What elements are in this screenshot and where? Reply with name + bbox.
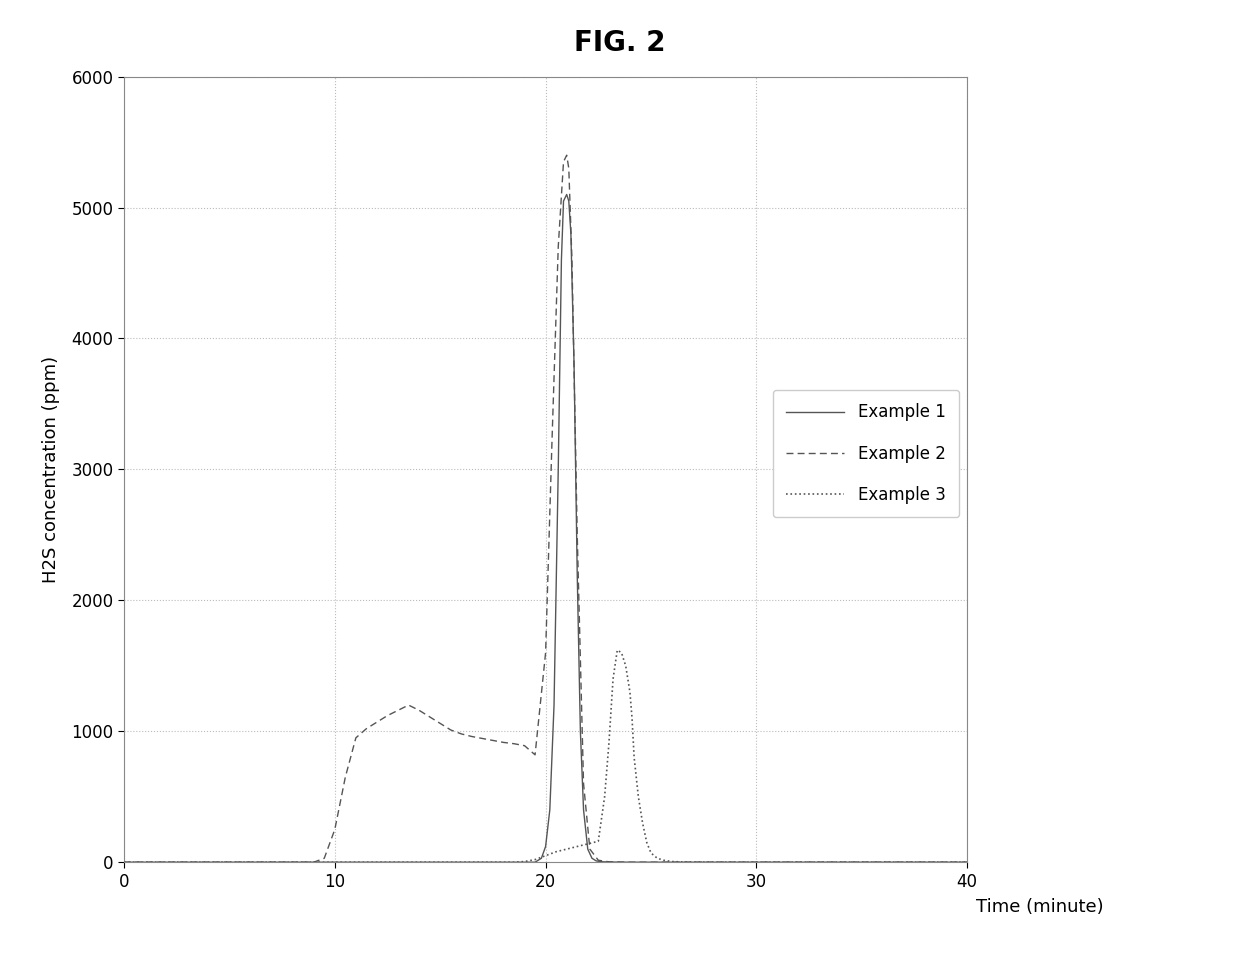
Example 3: [960, 856, 975, 868]
Example 2: [306, 856, 321, 868]
Example 1: [589, 855, 604, 867]
Text: Time (minute): Time (minute): [976, 898, 1104, 916]
Example 2: [360, 723, 374, 735]
Example 2: [370, 717, 384, 728]
Example 3: [640, 837, 655, 849]
Example 3: [707, 856, 722, 868]
Example 2: [517, 740, 532, 751]
Example 2: [486, 735, 501, 746]
Example 3: [591, 835, 606, 847]
Example 2: [562, 163, 577, 174]
Example 3: [619, 660, 634, 672]
Y-axis label: H2S concentration (ppm): H2S concentration (ppm): [42, 355, 61, 583]
Example 1: [580, 843, 595, 855]
Example 3: [559, 843, 574, 855]
Example 2: [337, 771, 353, 783]
Example 3: [610, 645, 625, 656]
Line: Example 1: Example 1: [124, 194, 967, 862]
Example 1: [567, 359, 582, 371]
Example 2: [402, 699, 417, 711]
Example 2: [960, 856, 975, 868]
Example 2: [544, 438, 559, 449]
Example 3: [598, 791, 613, 803]
Example 3: [570, 841, 585, 853]
Example 3: [644, 847, 658, 858]
Line: Example 3: Example 3: [124, 650, 967, 862]
Example 2: [564, 254, 579, 265]
Example 2: [622, 856, 637, 868]
Example 3: [117, 856, 131, 868]
Example 1: [584, 853, 599, 864]
Example 2: [117, 856, 131, 868]
Example 3: [656, 855, 671, 866]
Example 3: [517, 855, 532, 867]
Example 1: [622, 856, 637, 868]
Example 2: [475, 733, 490, 744]
Example 3: [631, 791, 646, 803]
Example 2: [507, 738, 522, 749]
Example 2: [591, 855, 606, 866]
Example 2: [496, 737, 511, 748]
Example 1: [605, 856, 620, 868]
Example 2: [433, 718, 448, 729]
Example 2: [412, 704, 427, 716]
Example 3: [605, 673, 620, 685]
Example 1: [556, 195, 570, 207]
Example 2: [583, 843, 598, 855]
Example 2: [444, 724, 459, 736]
Example 3: [549, 846, 564, 857]
Example 2: [348, 732, 363, 743]
Example 2: [454, 728, 469, 740]
Example 1: [573, 725, 588, 737]
Example 2: [327, 824, 342, 835]
Example 3: [538, 850, 553, 861]
Example 1: [559, 189, 574, 200]
Example 1: [547, 699, 562, 711]
Example 2: [556, 156, 570, 168]
Example 3: [507, 856, 522, 868]
Example 1: [551, 464, 565, 475]
Example 2: [551, 241, 565, 253]
Example 2: [391, 704, 405, 716]
Example 2: [538, 647, 553, 658]
Example 1: [542, 804, 557, 815]
Text: FIG. 2: FIG. 2: [574, 29, 666, 57]
Example 3: [625, 713, 640, 724]
Example 1: [528, 856, 543, 868]
Example 1: [570, 568, 585, 580]
Example 2: [465, 731, 480, 742]
Example 3: [601, 739, 616, 750]
Example 1: [595, 856, 610, 868]
Example 1: [562, 195, 577, 207]
Example 2: [570, 529, 585, 540]
Example 2: [422, 711, 438, 722]
Example 3: [686, 856, 701, 868]
Example 3: [626, 752, 641, 764]
Example 1: [534, 853, 549, 864]
Example 1: [577, 804, 591, 815]
Example 1: [960, 856, 975, 868]
Example 1: [117, 856, 131, 868]
Example 2: [559, 149, 574, 161]
Example 3: [675, 856, 689, 868]
Example 3: [622, 686, 637, 697]
Example 1: [563, 228, 578, 240]
Example 2: [577, 778, 591, 789]
Line: Example 2: Example 2: [124, 155, 967, 862]
Example 1: [554, 254, 569, 265]
Example 2: [317, 853, 332, 864]
Example 3: [528, 854, 543, 865]
Example 2: [379, 710, 394, 721]
Example 3: [614, 647, 629, 658]
Example 1: [538, 841, 553, 853]
Legend: Example 1, Example 2, Example 3: Example 1, Example 2, Example 3: [773, 390, 959, 517]
Example 2: [528, 749, 543, 761]
Example 3: [650, 853, 665, 864]
Example 3: [580, 838, 595, 850]
Example 3: [665, 855, 680, 867]
Example 3: [635, 817, 650, 829]
Example 2: [601, 856, 616, 868]
